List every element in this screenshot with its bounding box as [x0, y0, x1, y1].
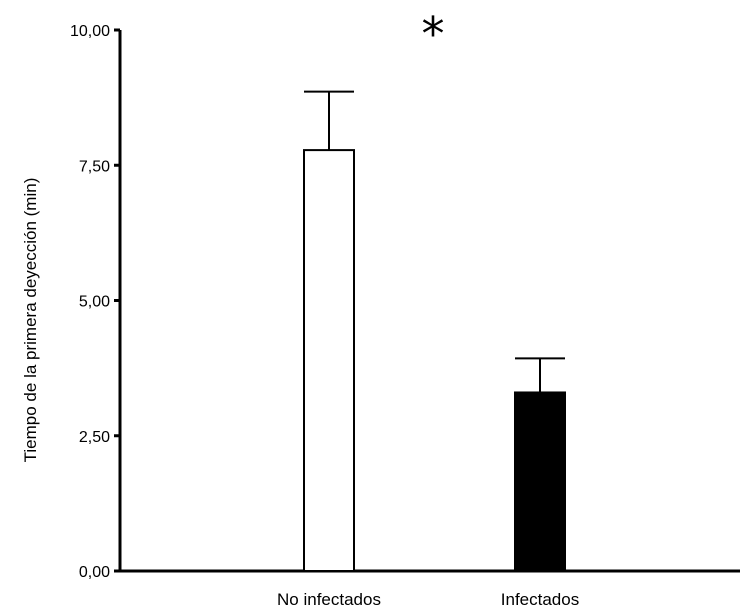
y-tick-label: 0,00	[79, 564, 110, 581]
bar	[514, 391, 566, 572]
y-tick-label: 2,50	[79, 429, 110, 446]
x-tick-label: No infectados	[277, 590, 381, 609]
bars	[303, 149, 566, 573]
error-bars	[304, 90, 565, 393]
x-tick-labels: No infectados Infectados	[277, 590, 579, 609]
y-tick-label: 7,50	[79, 158, 110, 175]
y-tick-label: 5,00	[79, 294, 110, 311]
y-ticks: 0,00 2,50 5,00 7,50 10,00	[70, 23, 120, 581]
bar	[303, 149, 355, 573]
axes	[118, 30, 740, 573]
significance-asterisk: *	[422, 7, 445, 61]
y-axis-label: Tiempo de la primera deyección (min)	[21, 178, 40, 463]
y-tick-label: 10,00	[70, 23, 110, 40]
x-tick-label: Infectados	[501, 590, 579, 609]
